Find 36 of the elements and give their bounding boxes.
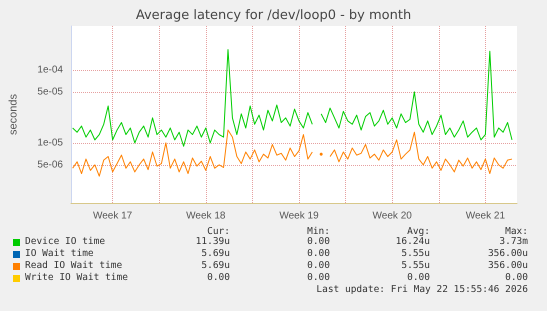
text: 0.00 [307,272,330,283]
y-tick-label: 5e-06 [37,159,64,170]
text: 0.00 [307,236,330,247]
text: Last update: Fri May 22 15:55:46 2026 [316,284,528,295]
legend-label: Write IO Wait time [25,272,128,283]
text: 16.24u [396,236,430,247]
text: 356.00u [488,260,528,271]
y-tick-label: 5e-05 [37,86,64,98]
y-tick-label: 1e-05 [37,137,64,148]
legend-label: Read IO Wait time [25,260,122,271]
x-tick-label: Week 18 [186,210,226,222]
text: 11.39u [196,236,230,247]
x-tick-label: Week 19 [279,210,320,222]
y-tick-label: 1e-04 [37,64,64,76]
y-axis-title: seconds [8,94,20,135]
chart-title: Average latency for /dev/loop0 - by month [136,8,412,23]
x-tick-label: Week 17 [92,210,133,222]
text: 5.69u [201,248,230,259]
x-tick-label: Week 20 [372,210,412,222]
text: Max: [505,226,528,237]
text: 5.69u [201,260,230,271]
legend-label: IO Wait time [25,248,94,259]
text: 5.55u [401,260,430,271]
text: 0.00 [207,272,230,283]
text: Cur: [207,226,230,237]
text: 3.73m [499,236,528,247]
text: Avg: [407,226,430,237]
text: 5.55u [401,248,430,259]
text: 0.00 [407,272,430,283]
text: 0.00 [307,260,330,271]
text: 0.00 [505,272,528,283]
text: Min: [307,226,330,237]
text: 0.00 [307,248,330,259]
legend-label: Device IO time [25,236,106,247]
x-tick-label: Week 21 [466,210,506,222]
text: 356.00u [488,248,528,259]
